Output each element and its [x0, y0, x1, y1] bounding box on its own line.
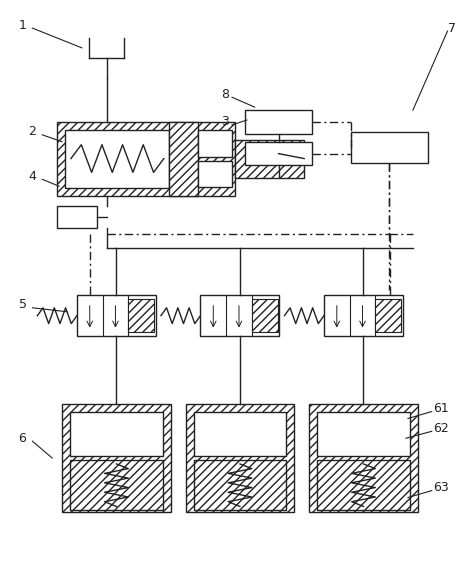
Text: 7: 7 — [448, 21, 456, 35]
Text: 1: 1 — [18, 19, 27, 32]
Bar — [169, 122, 199, 196]
Text: 5: 5 — [18, 298, 27, 312]
Text: 4: 4 — [28, 170, 36, 183]
Bar — [62, 404, 171, 512]
Bar — [324, 295, 403, 336]
Bar — [252, 299, 277, 332]
Bar — [351, 132, 428, 163]
Bar — [193, 460, 286, 510]
Bar — [186, 404, 294, 512]
Text: 3: 3 — [221, 115, 229, 129]
Bar — [77, 295, 156, 336]
Bar — [201, 295, 280, 336]
Bar — [70, 460, 163, 510]
Bar — [199, 130, 232, 156]
Text: 62: 62 — [433, 422, 448, 435]
Bar — [70, 412, 163, 456]
Bar — [57, 206, 97, 228]
Bar — [235, 140, 304, 178]
Text: 2: 2 — [28, 126, 36, 138]
Bar — [193, 412, 286, 456]
Bar — [199, 160, 232, 187]
Text: 6: 6 — [18, 432, 27, 445]
Bar — [65, 130, 169, 188]
Bar — [128, 299, 154, 332]
Bar — [245, 142, 312, 166]
Text: 8: 8 — [221, 88, 229, 101]
Bar — [317, 412, 410, 456]
Bar — [309, 404, 418, 512]
Text: 61: 61 — [433, 402, 448, 415]
Bar — [245, 110, 312, 134]
Bar — [375, 299, 401, 332]
Bar — [317, 460, 410, 510]
Bar — [57, 122, 235, 196]
Text: 63: 63 — [433, 481, 448, 494]
